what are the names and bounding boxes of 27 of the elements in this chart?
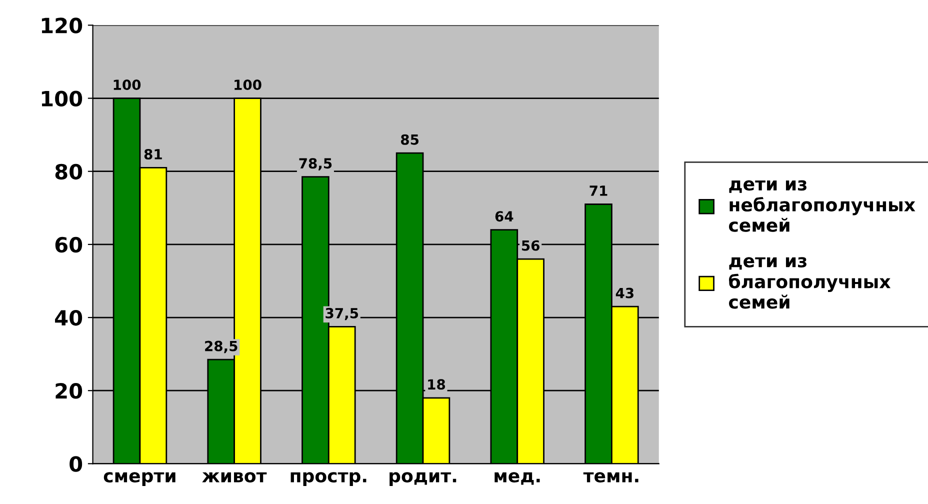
x-tick-label: живот — [202, 472, 267, 483]
x-tick-label: родит. — [390, 472, 456, 486]
data-label: 78,5 — [299, 158, 332, 170]
data-label: 71 — [590, 186, 608, 196]
x-tick-label: мед. — [494, 472, 540, 485]
y-tick-label: 20 — [56, 383, 82, 399]
data-label: 81 — [144, 148, 162, 160]
data-label: 64 — [495, 211, 514, 222]
y-tick-label: 120 — [42, 18, 82, 34]
data-label: 56 — [522, 240, 540, 251]
x-tick-label: смерти — [104, 472, 176, 486]
data-label: 43 — [616, 288, 634, 298]
data-label: 100 — [114, 80, 141, 90]
x-tick-label: темн. — [583, 472, 638, 483]
data-label: 85 — [400, 134, 418, 145]
data-label: 37,5 — [326, 308, 358, 320]
data-label: 28,5 — [205, 340, 238, 354]
data-label: 100 — [234, 80, 262, 90]
y-tick-label: 60 — [55, 236, 82, 253]
legend-label: дети из неблагополучных семей — [729, 180, 916, 232]
y-tick-label: 0 — [70, 456, 82, 472]
y-tick-label: 100 — [42, 90, 82, 106]
x-tick-label: простр. — [290, 472, 366, 486]
y-tick-label: 80 — [55, 164, 82, 180]
legend-label: дети из благополучных семей — [729, 257, 891, 309]
data-label: 18 — [428, 379, 446, 390]
y-tick-label: 40 — [55, 310, 82, 326]
